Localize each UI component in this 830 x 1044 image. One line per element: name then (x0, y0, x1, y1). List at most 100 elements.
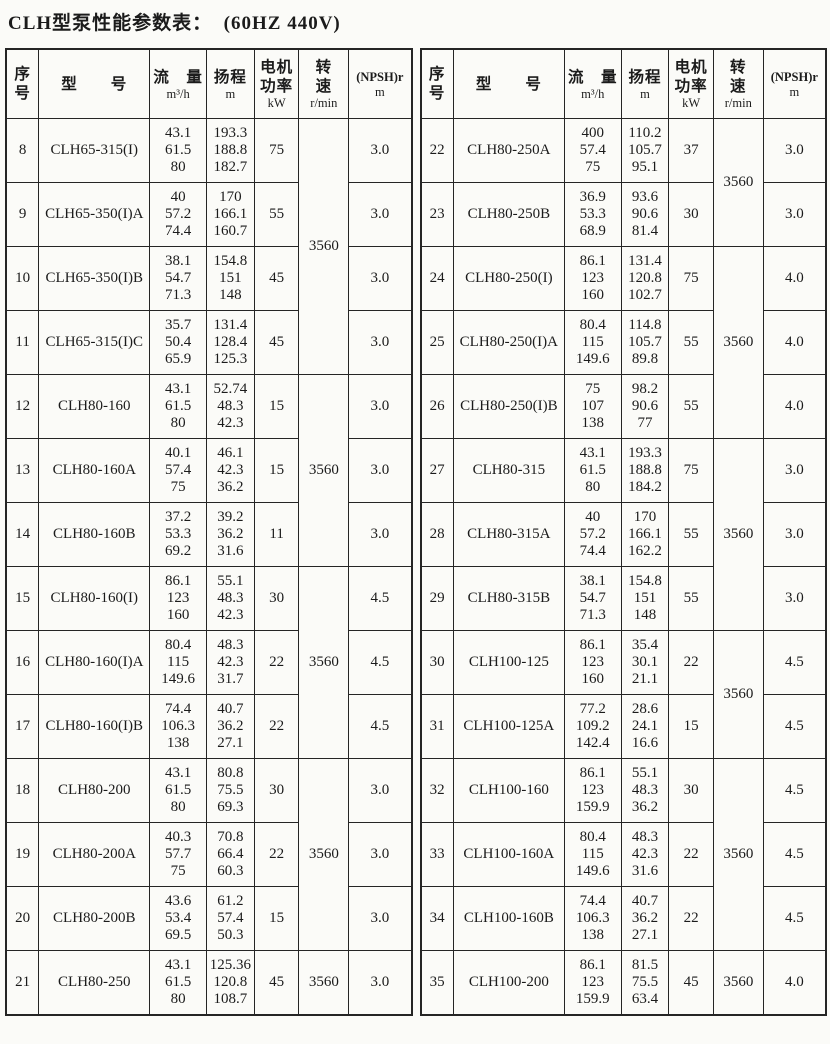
row-no: 27 (420, 438, 454, 503)
speed-cell-merged: 3560 (298, 374, 350, 567)
header-no-label: 序 号 (14, 66, 31, 102)
head-cell: 40.7 36.2 27.1 (620, 886, 670, 951)
row-no: 9 (5, 182, 40, 247)
table-row: 13 CLH80-160A 40.1 57.4 75 46.1 42.3 36.… (5, 438, 412, 503)
npsh-cell: 3.0 (348, 182, 412, 247)
model-cell: CLH80-250(I)B (452, 374, 565, 439)
header-flow-label: 流 量 (567, 68, 618, 86)
npsh-cell: 3.0 (348, 118, 412, 183)
head-cell: 93.6 90.6 81.4 (620, 182, 670, 247)
table-row: 23 CLH80-250B 36.9 53.3 68.9 93.6 90.6 8… (420, 182, 827, 247)
header-npsh-label: (NPSH)r (770, 70, 818, 84)
header-speed-unit: r/min (310, 96, 338, 110)
header-npsh-unit: m (789, 85, 800, 99)
model-cell: CLH80-200B (38, 886, 151, 951)
flow-cell: 43.1 61.5 80 (149, 118, 207, 183)
table-row: 16 CLH80-160(I)A 80.4 115 149.6 48.3 42.… (5, 630, 412, 695)
flow-cell: 80.4 115 149.6 (563, 310, 622, 375)
model-cell: CLH80-315 (452, 438, 565, 503)
power-cell: 30 (253, 566, 300, 631)
head-cell: 170 166.1 162.2 (620, 502, 670, 567)
npsh-cell: 4.5 (762, 886, 827, 951)
power-cell: 45 (253, 246, 300, 311)
npsh-cell: 3.0 (348, 502, 412, 567)
model-cell: CLH100-160B (452, 886, 565, 951)
power-cell: 22 (253, 822, 300, 887)
flow-cell: 80.4 115 149.6 (149, 630, 207, 695)
flow-cell: 36.9 53.3 68.9 (563, 182, 622, 247)
npsh-cell: 3.0 (762, 118, 827, 183)
row-no: 33 (420, 822, 454, 887)
row-no: 16 (5, 630, 40, 695)
tables-container: 序 号 型 号 流 量 m³/h 扬程 m 电机 功率 kW 转 速 r/min (NP… (5, 48, 827, 1016)
flow-cell: 74.4 106.3 138 (149, 694, 207, 759)
table-row: 27 CLH80-315 43.1 61.5 80 193.3 188.8 18… (420, 438, 827, 631)
table-row: 10 CLH65-350(I)B 38.1 54.7 71.3 154.8 15… (5, 246, 412, 311)
col-header-head: 扬程 m (620, 48, 670, 119)
head-cell: 125.36 120.8 108.7 (205, 950, 255, 1016)
head-cell: 48.3 42.3 31.7 (205, 630, 255, 695)
speed-cell-merged: 3560 (298, 118, 350, 375)
header-model-label: 型 号 (475, 75, 542, 93)
table-row: 11 CLH65-315(I)C 35.7 50.4 65.9 131.4 12… (5, 310, 412, 375)
power-cell: 15 (253, 886, 300, 951)
flow-cell: 40.1 57.4 75 (149, 438, 207, 503)
head-cell: 28.6 24.1 16.6 (620, 694, 670, 759)
row-no: 19 (5, 822, 40, 887)
table-row: 31 CLH100-125A 77.2 109.2 142.4 28.6 24.… (420, 694, 827, 759)
header-row: 序 号 型 号 流 量 m³/h 扬程 m 电机 功率 kW 转 速 r/min (NP… (5, 48, 412, 119)
row-no: 22 (420, 118, 454, 183)
power-cell: 37 (668, 118, 714, 183)
table-row: 14 CLH80-160B 37.2 53.3 69.2 39.2 36.2 3… (5, 502, 412, 567)
row-no: 29 (420, 566, 454, 631)
header-flow-label: 流 量 (153, 68, 203, 86)
header-npsh-label: (NPSH)r (356, 70, 404, 84)
header-power-label: 电机 功率 (260, 59, 294, 95)
power-cell: 22 (668, 630, 714, 695)
flow-cell: 37.2 53.3 69.2 (149, 502, 207, 567)
speed-cell-merged: 3560 (298, 566, 350, 759)
power-cell: 55 (668, 374, 714, 439)
npsh-cell: 3.0 (348, 950, 412, 1016)
power-cell: 45 (253, 310, 300, 375)
model-cell: CLH80-160B (38, 502, 151, 567)
head-cell: 35.4 30.1 21.1 (620, 630, 670, 695)
npsh-cell: 4.5 (348, 630, 412, 695)
header-flow-unit: m³/h (581, 86, 605, 101)
flow-cell: 43.1 61.5 80 (149, 758, 207, 823)
header-head-label: 扬程 (213, 68, 247, 86)
head-cell: 154.8 151 148 (620, 566, 670, 631)
speed-cell-merged: 3560 (712, 758, 764, 951)
head-cell: 70.8 66.4 60.3 (205, 822, 255, 887)
power-cell: 45 (253, 950, 300, 1016)
power-cell: 55 (253, 182, 300, 247)
table-row: 33 CLH100-160A 80.4 115 149.6 48.3 42.3 … (420, 822, 827, 887)
power-cell: 55 (668, 310, 714, 375)
npsh-cell: 4.5 (348, 566, 412, 631)
row-no: 26 (420, 374, 454, 439)
table-row: 25 CLH80-250(I)A 80.4 115 149.6 114.8 10… (420, 310, 827, 375)
row-no: 18 (5, 758, 40, 823)
npsh-cell: 4.5 (762, 822, 827, 887)
speed-cell: 3560 (712, 950, 764, 1016)
power-cell: 30 (668, 182, 714, 247)
table-row: 15 CLH80-160(I) 86.1 123 160 55.1 48.3 4… (5, 566, 412, 759)
head-cell: 98.2 90.6 77 (620, 374, 670, 439)
flow-cell: 86.1 123 159.9 (563, 950, 622, 1016)
power-cell: 45 (668, 950, 714, 1016)
head-cell: 61.2 57.4 50.3 (205, 886, 255, 951)
head-cell: 55.1 48.3 42.3 (205, 566, 255, 631)
col-header-power: 电机 功率 kW (668, 48, 714, 119)
header-head-unit: m (225, 86, 236, 101)
model-cell: CLH65-350(I)A (38, 182, 151, 247)
head-cell: 48.3 42.3 31.6 (620, 822, 670, 887)
row-no: 31 (420, 694, 454, 759)
col-header-model: 型 号 (452, 48, 565, 119)
head-cell: 193.3 188.8 182.7 (205, 118, 255, 183)
flow-cell: 38.1 54.7 71.3 (149, 246, 207, 311)
header-npsh-unit: m (374, 85, 385, 99)
header-row: 序 号 型 号 流 量 m³/h 扬程 m 电机 功率 kW 转 速 r/min (NP… (420, 48, 827, 119)
table-row: 17 CLH80-160(I)B 74.4 106.3 138 40.7 36.… (5, 694, 412, 759)
table-row: 21 CLH80-250 43.1 61.5 80 125.36 120.8 1… (5, 950, 412, 1016)
row-no: 23 (420, 182, 454, 247)
